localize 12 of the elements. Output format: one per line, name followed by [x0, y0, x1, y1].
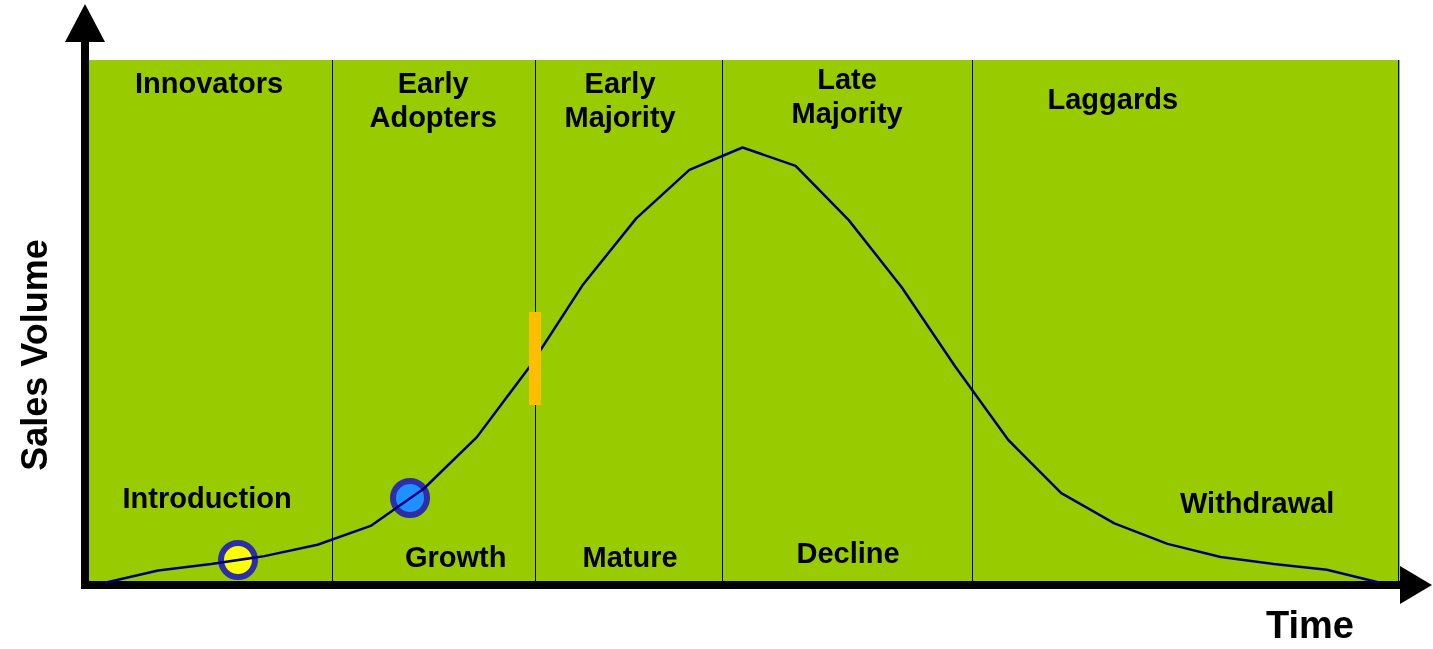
annotation: Growth [405, 540, 507, 574]
text: Laggards [1047, 82, 1179, 116]
annotation: Mature [582, 540, 678, 574]
annotation: Introduction [122, 481, 292, 515]
annotation: Withdrawal [1180, 486, 1335, 520]
x-axis-title: Time [1266, 604, 1355, 647]
text: Innovators [135, 66, 284, 100]
text: Early Majority [564, 66, 676, 134]
y-axis-title: Sales Volume [13, 239, 56, 471]
text: Early Adopters [369, 66, 497, 134]
text: Late Majority [791, 62, 903, 130]
annotation: Decline [796, 536, 900, 570]
